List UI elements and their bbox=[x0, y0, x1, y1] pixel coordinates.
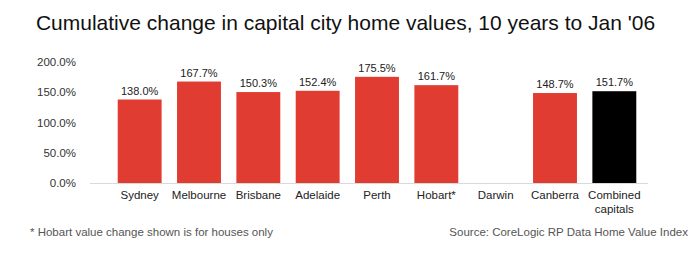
x-tick-label: Adelaide bbox=[295, 189, 340, 201]
x-tick-label: Perth bbox=[363, 189, 391, 201]
y-tick-label: 50.0% bbox=[43, 147, 76, 159]
bar bbox=[355, 77, 399, 183]
title: Cumulative change in capital city home v… bbox=[36, 11, 655, 34]
bar bbox=[533, 93, 577, 183]
bar bbox=[592, 91, 636, 183]
y-tick-label: 200.0% bbox=[37, 56, 76, 68]
bar bbox=[177, 82, 221, 183]
bars bbox=[118, 77, 637, 183]
data-label: 151.7% bbox=[596, 76, 634, 88]
x-tick-label: Hobart* bbox=[417, 189, 457, 201]
y-tick-label: 0.0% bbox=[50, 177, 76, 189]
bar bbox=[236, 92, 280, 183]
x-tick-label: Brisbane bbox=[236, 189, 281, 201]
data-label: 150.3% bbox=[240, 77, 278, 89]
chart: Cumulative change in capital city home v… bbox=[0, 0, 691, 262]
annotation: * Hobart value change shown is for house… bbox=[30, 226, 273, 238]
y-tick-label: 150.0% bbox=[37, 86, 76, 98]
data-label: 148.7% bbox=[536, 78, 574, 90]
data-label: 138.0% bbox=[121, 85, 159, 97]
x-tick-label: Sydney bbox=[120, 189, 159, 201]
data-label: 161.7% bbox=[418, 70, 456, 82]
x-tick-label: Melbourne bbox=[172, 189, 226, 201]
x-tick-label: Combinedcapitals bbox=[588, 189, 640, 215]
x-tick-label: Canberra bbox=[531, 189, 580, 201]
data-label: 175.5% bbox=[358, 62, 396, 74]
x-axis-line bbox=[90, 183, 648, 184]
data-label: 167.7% bbox=[180, 67, 218, 79]
bar bbox=[296, 91, 340, 183]
x-tick-label: Darwin bbox=[478, 189, 514, 201]
annotation: Source: CoreLogic RP Data Home Value Ind… bbox=[449, 226, 688, 238]
bar bbox=[414, 85, 458, 183]
bar bbox=[118, 100, 162, 183]
data-label: 152.4% bbox=[299, 76, 337, 88]
y-tick-label: 100.0% bbox=[37, 117, 76, 129]
